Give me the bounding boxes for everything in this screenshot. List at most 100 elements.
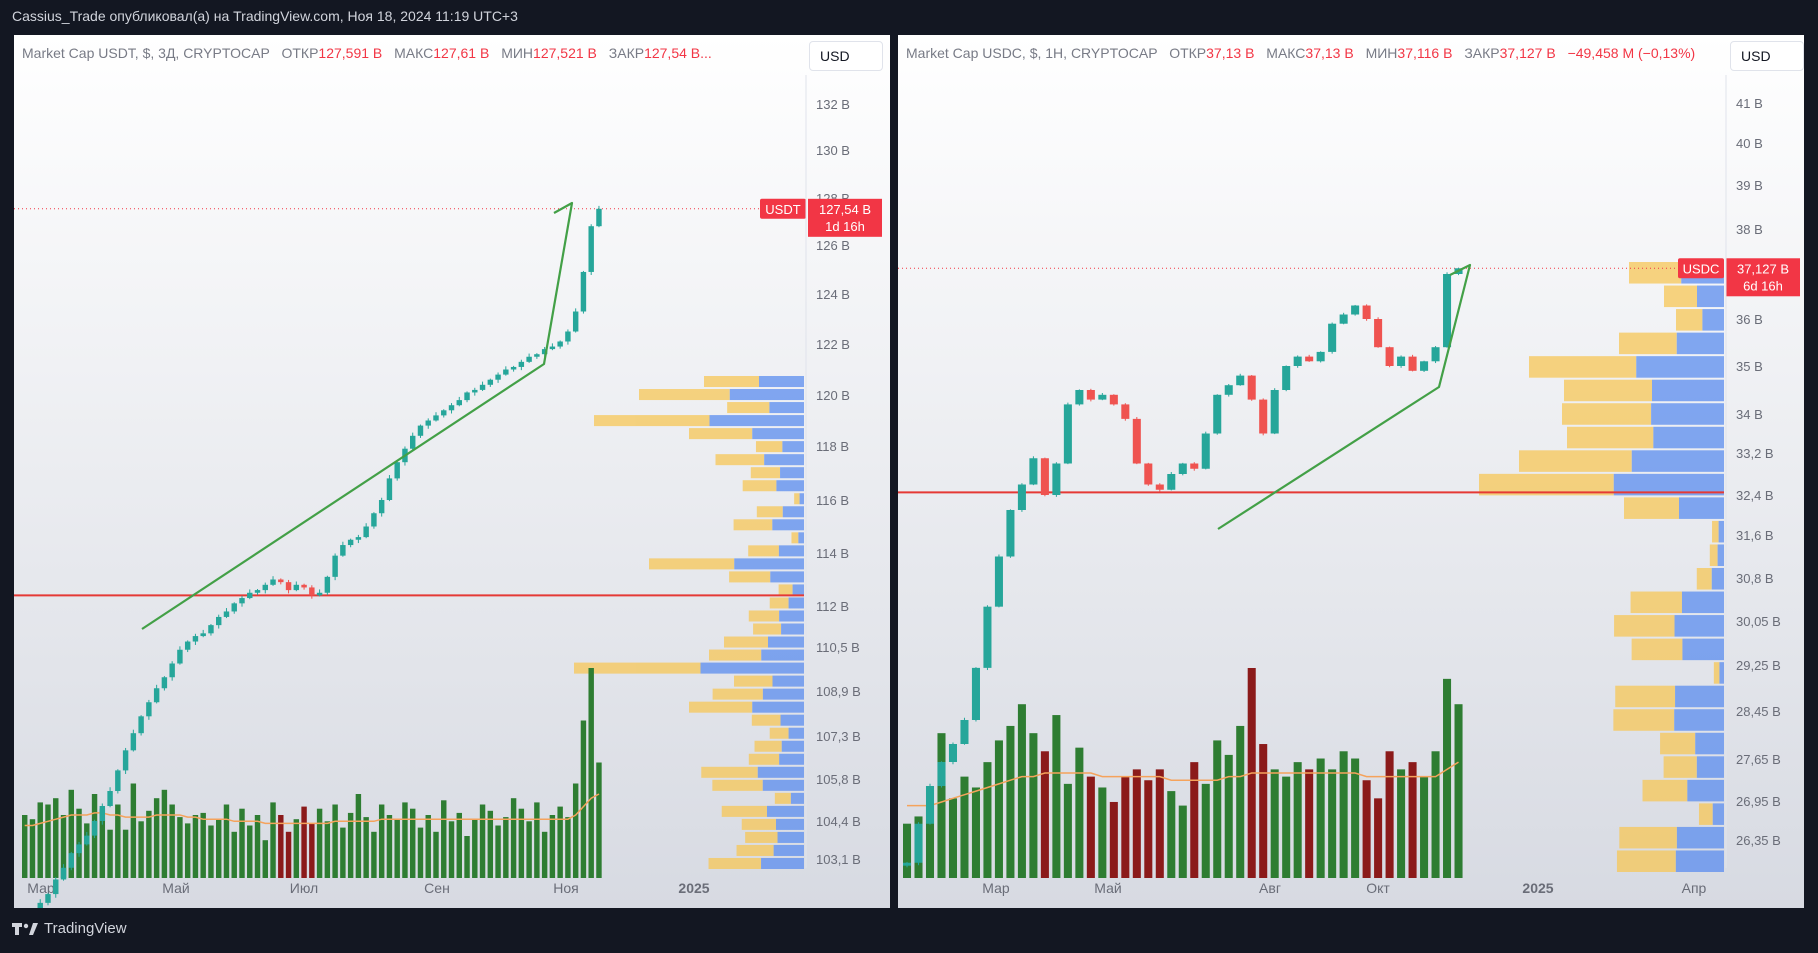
legend-low: 37,116 B xyxy=(1397,45,1453,61)
candle-body xyxy=(937,762,946,786)
candle-body xyxy=(903,862,912,866)
volume-profile-down xyxy=(1697,285,1724,308)
y-tick-label: 38 B xyxy=(1736,222,1763,237)
volume-profile-down xyxy=(782,506,804,518)
candle-body xyxy=(526,356,532,362)
candle-body xyxy=(1190,463,1199,469)
y-tick-label: 41 B xyxy=(1736,96,1763,111)
y-tick-label: 31,6 B xyxy=(1736,528,1774,543)
candle-body xyxy=(1201,433,1210,469)
volume-profile-down xyxy=(1676,332,1724,355)
volume-bar xyxy=(1121,776,1130,878)
candle-body xyxy=(503,369,509,375)
volume-profile-down xyxy=(777,831,804,843)
price-label-ticker-bg xyxy=(1678,258,1724,279)
volume-profile-down xyxy=(792,584,804,596)
volume-bar xyxy=(487,810,494,878)
candle-body xyxy=(1213,394,1222,434)
volume-bar xyxy=(472,819,478,878)
volume-profile-up xyxy=(1642,779,1688,802)
chart-panel-usdc[interactable]: 41 B 40 B 39 B 38 B 36 B 35 B 34 B 33,2 B 32,4 B… xyxy=(898,35,1804,908)
volume-profile-up xyxy=(709,649,762,661)
candle-body xyxy=(316,592,323,596)
volume-bar xyxy=(994,740,1003,878)
chart-canvas-usdc[interactable]: 41 B 40 B 39 B 38 B 36 B 35 B 34 B 33,2 B 32,4 B… xyxy=(898,35,1804,908)
candle-body xyxy=(231,603,237,612)
chart-panel-usdt[interactable]: 132 B 130 B 128 B 126 B 124 B 122 B 120 B 118 B… xyxy=(14,35,890,908)
volume-profile-down xyxy=(799,493,804,505)
x-tick-label: Мар xyxy=(982,880,1010,896)
y-tick-label: 27,65 B xyxy=(1736,752,1781,767)
candle-body xyxy=(301,584,307,588)
volume-profile-down xyxy=(780,467,804,479)
volume-bar xyxy=(1155,769,1164,878)
volume-profile-down xyxy=(769,402,804,414)
volume-profile-down xyxy=(776,480,804,492)
volume-bar xyxy=(161,789,168,878)
candle-body xyxy=(130,733,137,751)
candle-body xyxy=(1086,390,1095,400)
volume-bar xyxy=(340,827,346,878)
volume-bar xyxy=(301,806,307,878)
candle-body xyxy=(60,867,67,880)
volume-bar xyxy=(1374,798,1383,878)
volume-profile-down xyxy=(1613,473,1724,496)
candle-body xyxy=(1121,404,1130,419)
volume-profile-up xyxy=(1616,850,1676,872)
candle-body xyxy=(99,806,106,821)
volume-profile-up xyxy=(755,441,783,453)
volume-profile-down xyxy=(1675,850,1724,872)
volume-profile-up xyxy=(769,727,789,739)
currency-button[interactable]: USD xyxy=(809,41,883,71)
candle-body xyxy=(1408,356,1417,371)
volume-profile-down xyxy=(1718,520,1724,543)
candle-body xyxy=(433,415,439,421)
volume-profile-down xyxy=(779,753,804,765)
volume-profile-down xyxy=(772,519,804,531)
volume-bar xyxy=(184,823,191,878)
volume-bar xyxy=(29,819,36,878)
candle-body xyxy=(247,592,253,599)
volume-profile-up xyxy=(1630,591,1682,614)
currency-button[interactable]: USD xyxy=(1730,41,1804,71)
legend-usdt: Market Cap USDT, $, 3Д, CRYPTOCAP ОТКР12… xyxy=(22,45,712,61)
volume-profile-up xyxy=(649,558,735,570)
volume-bar xyxy=(1454,704,1463,878)
volume-bar xyxy=(60,815,67,878)
volume-profile-up xyxy=(1564,379,1652,402)
volume-bar xyxy=(1109,801,1118,878)
volume-profile-up xyxy=(712,688,763,700)
candle-body xyxy=(223,611,230,617)
y-tick-label: 26,35 B xyxy=(1736,833,1781,848)
candle-body xyxy=(153,688,160,703)
volume-bar xyxy=(503,817,509,878)
volume-bar xyxy=(1362,780,1371,878)
y-tick-label: 35 B xyxy=(1736,359,1763,374)
volume-bar xyxy=(960,776,969,878)
price-label-countdown: 6d 16h xyxy=(1743,278,1783,293)
candle-body xyxy=(448,405,455,411)
candle-body xyxy=(107,791,113,806)
volume-profile-up xyxy=(689,428,753,440)
volume-profile-up xyxy=(794,493,800,505)
price-label: USDT 127,54 B 1d 16h xyxy=(760,198,882,237)
x-tick-label: 2025 xyxy=(1522,880,1553,896)
volume-bar xyxy=(192,815,199,878)
volume-bar xyxy=(541,831,548,878)
candle-body xyxy=(1259,399,1268,434)
volume-bar xyxy=(588,668,594,878)
volume-profile-down xyxy=(1636,356,1724,378)
volume-bar xyxy=(153,798,160,878)
volume-profile-down xyxy=(775,818,804,830)
candle-body xyxy=(417,425,424,436)
candle-body xyxy=(192,636,199,642)
candle-body xyxy=(549,346,556,350)
volume-bar xyxy=(580,720,587,878)
legend-close: 127,54 B... xyxy=(644,45,712,61)
volume-profile-down xyxy=(757,766,804,778)
footer-brand[interactable]: TradingView xyxy=(12,920,127,937)
y-tick-label: 118 B xyxy=(816,439,849,454)
candle-body xyxy=(1029,458,1038,485)
y-tick-label: 122 B xyxy=(816,337,850,352)
